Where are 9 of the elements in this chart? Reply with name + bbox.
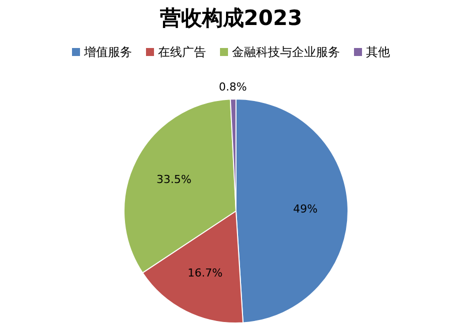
legend-label: 在线广告 (158, 45, 206, 59)
legend-label: 增值服务 (83, 45, 132, 59)
data-label: 33.5% (156, 173, 192, 186)
data-label: 49% (293, 202, 318, 216)
data-label: 0.8% (218, 80, 247, 94)
chart-title: 营收构成2023 (158, 6, 302, 30)
legend-label: 其他 (366, 45, 390, 59)
legend-label: 金融科技与企业服务 (232, 45, 340, 59)
data-label: 16.7% (188, 266, 223, 280)
